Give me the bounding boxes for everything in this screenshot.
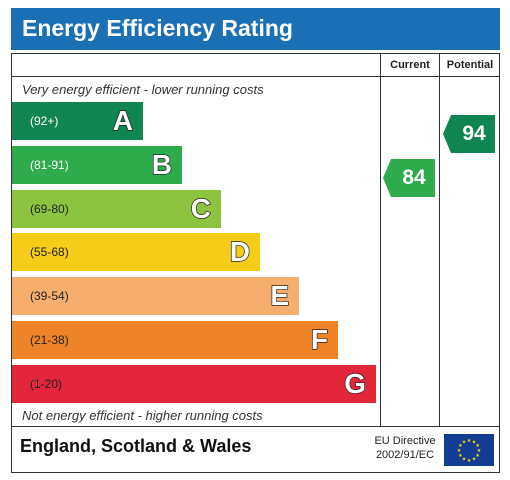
bottom-note: Not energy efficient - higher running co… — [22, 408, 263, 423]
current-column-divider — [380, 53, 381, 426]
potential-rating-marker: 94 — [443, 115, 495, 153]
band-letter: A — [112, 104, 134, 136]
eu-directive-line1: EU Directive — [374, 435, 436, 447]
eu-flag-icon: ★ ★ ★ ★ ★ ★ ★ ★ ★ ★ ★ ★ — [444, 434, 494, 466]
svg-text:★: ★ — [462, 439, 467, 445]
band-letter: E — [270, 279, 290, 312]
potential-column-header: Potential — [446, 59, 494, 71]
eu-directive-line2: 2002/91/EC — [375, 449, 435, 461]
potential-column-divider — [439, 53, 440, 426]
band-range-label: (92+) — [30, 114, 59, 128]
band-range-label: (55-68) — [30, 245, 69, 260]
band-letter: F — [310, 323, 329, 355]
band-a: (92+) A — [12, 102, 143, 140]
potential-rating-value: 94 — [462, 122, 486, 145]
band-range-label: (21-38) — [30, 333, 69, 347]
svg-text:★: ★ — [467, 458, 472, 464]
svg-text:★: ★ — [458, 443, 463, 449]
band-letter: C — [190, 192, 212, 224]
band-range-label: (69-80) — [30, 201, 69, 216]
band-letter: D — [229, 236, 251, 268]
footer-divider — [11, 426, 500, 427]
header-row-divider — [11, 76, 500, 77]
svg-text:★: ★ — [458, 453, 463, 459]
svg-text:★: ★ — [472, 439, 477, 445]
current-rating-value: 84 — [402, 165, 426, 189]
eu-directive-label: EU Directive 2002/91/EC — [372, 434, 438, 462]
svg-text:★: ★ — [475, 443, 480, 449]
band-range-label: (39-54) — [30, 289, 69, 304]
band-g: (1-20) G — [12, 364, 376, 403]
svg-text:★: ★ — [477, 448, 482, 454]
page-title: Energy Efficiency Rating — [11, 8, 500, 50]
band-c: (69-80) C — [12, 189, 221, 228]
region-label: England, Scotland & Wales — [20, 436, 252, 456]
svg-text:★: ★ — [462, 457, 467, 463]
current-rating-marker: 84 — [383, 158, 435, 197]
band-f: (21-38) F — [12, 321, 338, 359]
svg-text:★: ★ — [467, 438, 472, 444]
current-column-header: Current — [390, 59, 430, 71]
svg-text:★: ★ — [475, 453, 480, 459]
top-note: Very energy efficient - lower running co… — [22, 82, 264, 97]
band-letter: G — [344, 367, 367, 399]
svg-text:★: ★ — [472, 457, 477, 463]
band-letter: B — [151, 148, 173, 180]
band-range-label: (81-91) — [30, 157, 69, 172]
svg-text:★: ★ — [457, 448, 462, 454]
band-b: (81-91) B — [12, 145, 182, 184]
band-e: (39-54) E — [12, 277, 299, 316]
rating-frame — [11, 53, 500, 473]
band-d: (55-68) D — [12, 233, 260, 272]
band-range-label: (1-20) — [30, 376, 63, 391]
